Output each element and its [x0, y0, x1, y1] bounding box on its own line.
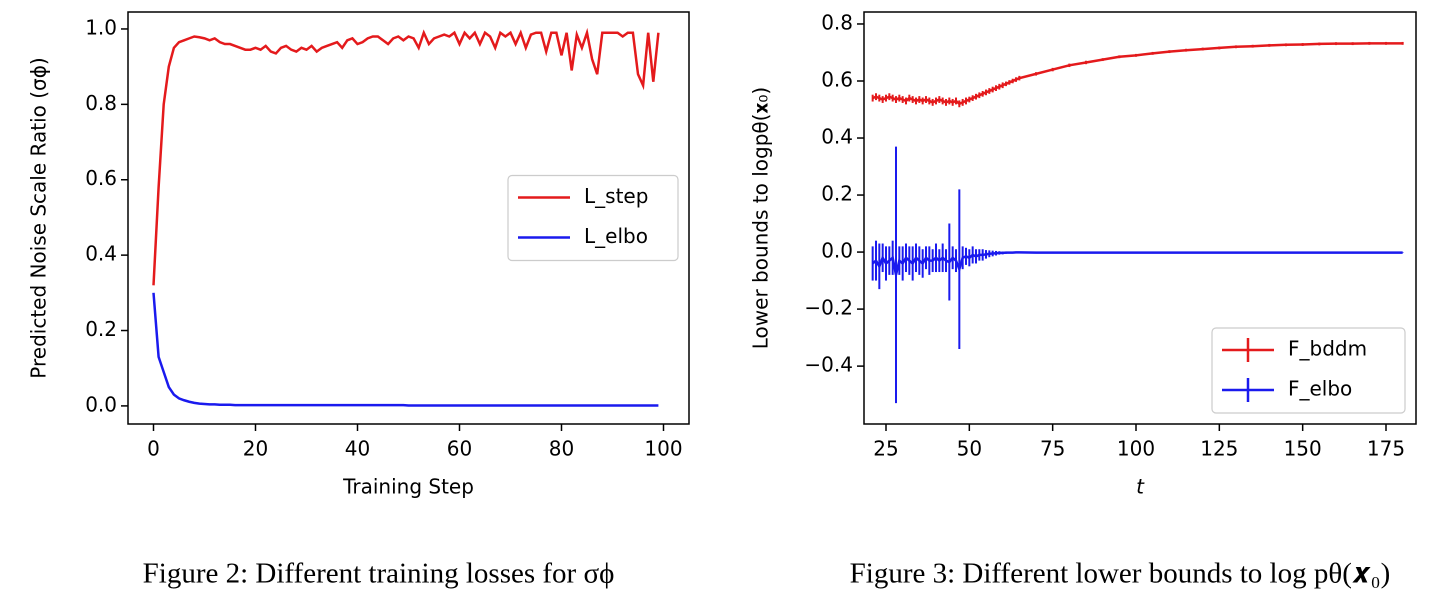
y-axis-label: Predicted Noise Scale Ratio (σϕ): [27, 57, 51, 378]
x-axis-label: Training Step: [342, 475, 474, 499]
y-tick-label: 0.2: [85, 317, 117, 341]
x-tick-label: 125: [1200, 437, 1238, 461]
x-tick-label: 100: [644, 437, 682, 461]
series-line: [152, 27, 660, 286]
x-tick-label: 75: [1040, 437, 1065, 461]
x-tick-label: 60: [447, 437, 472, 461]
axes-frame: [127, 11, 690, 425]
y-tick-label: 0.8: [85, 91, 117, 115]
y-tick-label: −0.2: [804, 296, 853, 320]
y-tick-label: 0.4: [821, 125, 853, 149]
x-axis-label: t: [1136, 475, 1145, 499]
x-tick-label: 25: [873, 437, 898, 461]
x-tick-label: 100: [1117, 437, 1155, 461]
y-tick-label: 0.2: [821, 182, 853, 206]
y-axis-label: Lower bounds to logpθ(𝐱₀): [749, 87, 773, 349]
legend-label: F_elbo: [1288, 377, 1352, 401]
legend-label: F_bddm: [1288, 337, 1367, 361]
y-tick-label: 0.0: [85, 392, 117, 416]
y-tick-label: 0.6: [821, 67, 853, 91]
x-tick-label: 150: [1284, 437, 1322, 461]
y-tick-label: 0.4: [85, 242, 117, 266]
x-tick-label: 0: [147, 437, 160, 461]
axes-frame: [863, 11, 1417, 425]
x-tick-label: 50: [957, 437, 982, 461]
series-line: [152, 292, 659, 407]
x-tick-label: 20: [243, 437, 268, 461]
series-line: [872, 42, 1403, 106]
y-tick-label: 0.6: [85, 166, 117, 190]
caption: Figure 3: Different lower bounds to log …: [850, 558, 1391, 590]
x-tick-label: 175: [1367, 437, 1405, 461]
x-tick-label: 80: [549, 437, 574, 461]
y-tick-label: 0.8: [821, 10, 853, 34]
y-tick-label: 1.0: [85, 15, 117, 39]
x-tick-label: 40: [345, 437, 370, 461]
caption: Figure 2: Different training losses for …: [143, 558, 615, 590]
legend-label: L_step: [584, 184, 648, 208]
plot-area: [871, 41, 1404, 404]
plot-area: [152, 27, 660, 407]
y-tick-label: −0.4: [804, 353, 853, 377]
y-tick-label: 0.0: [821, 239, 853, 263]
legend-label: L_elbo: [584, 224, 648, 248]
